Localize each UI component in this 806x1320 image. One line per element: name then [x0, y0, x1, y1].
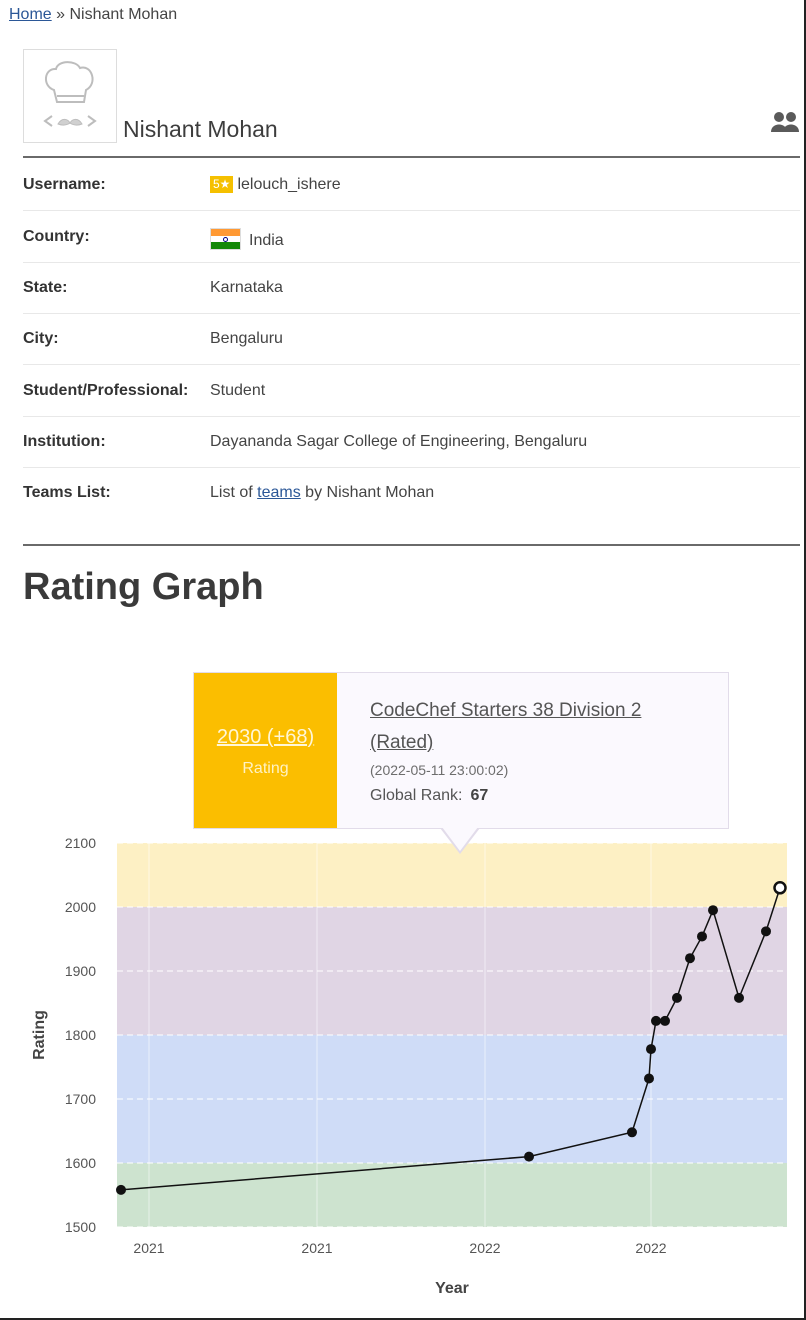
header-divider	[23, 156, 800, 158]
section-divider	[23, 544, 800, 546]
username-value: lelouch_ishere	[237, 176, 341, 193]
tooltip-date: (2022-05-11 23:00:02)	[370, 762, 509, 778]
rating-point	[646, 1044, 656, 1055]
x-tick-label: 2021	[133, 1240, 164, 1256]
tooltip-rank-label: Global Rank:	[370, 787, 463, 804]
rating-chart: 2021 2021 2022 2022 1500 1600 1700 1800 1900 2000…	[31, 835, 787, 1297]
star-rating-badge: 5★	[210, 176, 234, 193]
detail-label: Student/Professional:	[23, 382, 189, 399]
detail-label: State:	[23, 279, 68, 296]
y-tick-label: 2000	[65, 899, 96, 915]
institution-value: Dayananda Sagar College of Engineering, …	[210, 433, 588, 450]
y-tick-label: 1600	[65, 1155, 96, 1171]
detail-row-country: Country: India	[23, 211, 800, 263]
rating-point	[627, 1127, 637, 1138]
detail-label: City:	[23, 330, 59, 347]
rating-point	[651, 1015, 661, 1026]
rating-point	[524, 1151, 534, 1162]
breadcrumb-home-link[interactable]: Home	[9, 6, 52, 23]
detail-label: Country:	[23, 228, 90, 245]
breadcrumb-separator: »	[56, 6, 66, 23]
rating-point	[708, 905, 718, 916]
y-tick-label: 2100	[65, 835, 96, 851]
rating-point	[644, 1073, 654, 1084]
tooltip-rank-value: 67	[470, 787, 489, 804]
detail-row-username: Username: 5★ lelouch_ishere	[23, 159, 800, 211]
rating-band-3	[117, 1163, 787, 1227]
users-icon[interactable]	[770, 110, 800, 134]
rating-point	[116, 1184, 126, 1195]
tooltip-contest-link[interactable]: CodeChef Starters 38 Division 2 (Rated)	[370, 700, 642, 753]
y-tick-label: 1900	[65, 963, 96, 979]
x-tick-label: 2021	[301, 1240, 332, 1256]
rating-point	[685, 953, 695, 964]
detail-row-city: City: Bengaluru	[23, 313, 800, 365]
y-axis-label: Rating	[31, 1010, 48, 1060]
y-tick-label: 1500	[65, 1219, 96, 1235]
tooltip-arrow-fill	[442, 827, 478, 851]
y-tick-label: 1700	[65, 1091, 96, 1107]
rating-point	[734, 992, 744, 1003]
rating-graph-title: Rating Graph	[23, 566, 264, 608]
city-value: Bengaluru	[210, 330, 283, 347]
rating-point	[761, 926, 771, 937]
chef-hat-mustache-icon	[43, 61, 97, 127]
detail-row-institution: Institution: Dayananda Sagar College of …	[23, 416, 800, 468]
tooltip-rating-label: Rating	[242, 760, 289, 777]
detail-label: Username:	[23, 176, 106, 193]
x-tick-label: 2022	[635, 1240, 666, 1256]
chart-tooltip: 2030 (+68) Rating CodeChef Starters 38 D…	[193, 672, 729, 829]
student-professional-value: Student	[210, 382, 266, 399]
x-tick-label: 2022	[469, 1240, 500, 1256]
breadcrumb: Home » Nishant Mohan	[9, 6, 177, 24]
rating-line	[120, 887, 781, 1191]
x-axis-label: Year	[435, 1280, 469, 1297]
detail-label: Institution:	[23, 433, 106, 450]
rating-point	[660, 1015, 670, 1026]
detail-value: India	[210, 228, 284, 250]
teams-link[interactable]: teams	[257, 484, 301, 501]
y-tick-label: 1800	[65, 1027, 96, 1043]
rating-point-highlighted	[773, 881, 787, 895]
detail-row-teams: Teams List: List of teams by Nishant Moh…	[23, 467, 800, 518]
tooltip-rating-panel	[194, 673, 337, 828]
detail-row-state: State: Karnataka	[23, 262, 800, 314]
teams-suffix: by Nishant Mohan	[305, 484, 435, 501]
tooltip-global-rank: Global Rank: 67	[370, 787, 488, 805]
detail-value: List of teams by Nishant Mohan	[210, 484, 434, 502]
rating-point	[697, 931, 707, 942]
detail-row-student-professional: Student/Professional: Student	[23, 365, 800, 417]
rating-point	[672, 992, 682, 1003]
teams-prefix: List of	[210, 484, 253, 501]
country-value: India	[249, 232, 284, 249]
tooltip-rating-link[interactable]: 2030 (+68)	[216, 726, 315, 748]
breadcrumb-current: Nishant Mohan	[69, 6, 178, 23]
profile-name: Nishant Mohan	[123, 116, 278, 142]
state-value: Karnataka	[210, 279, 283, 296]
avatar	[23, 49, 117, 143]
detail-label: Teams List:	[23, 484, 111, 501]
detail-value: 5★ lelouch_ishere	[210, 176, 341, 194]
india-flag-icon	[210, 228, 241, 250]
